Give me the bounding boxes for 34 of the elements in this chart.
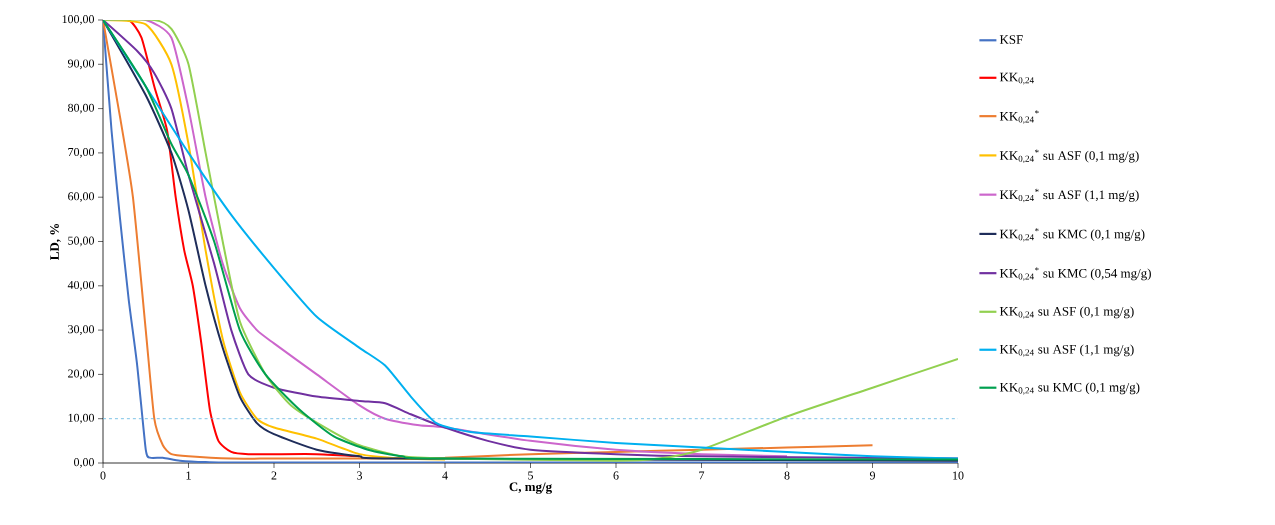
legend-label: KK$_{0,24}$ su ASF (1,1 mg/g): [999, 344, 1134, 357]
y-tick-label: 70,00: [68, 148, 95, 158]
legend-label: KK$_{0,24}$$^{*}$ su ASF (0,1 mg/g): [999, 149, 1139, 164]
y-tick-label: 20,00: [68, 369, 95, 380]
x-tick-label: 0: [100, 471, 106, 480]
y-axis-title: LD, %: [50, 224, 61, 260]
y-tick-label: 0,00: [74, 458, 95, 468]
y-tick-label: 90,00: [67, 59, 95, 70]
legend-label: KK$_{0,24}$$^{*}$ su ASF (1,1 mg/g): [999, 188, 1139, 203]
x-tick-label: 5: [528, 471, 534, 480]
x-axis-title: C, mg/g: [509, 482, 552, 494]
y-tick-label: 40,00: [67, 280, 95, 291]
x-tick-label: 9: [869, 471, 876, 480]
y-tick-label: 80,00: [68, 103, 95, 114]
legend-label: KK$_{0,24}$ su ASF (0,1 mg/g): [999, 306, 1134, 319]
legend-label: KK$_{0,24}$$^{*}$ su KMC (0,54 mg/g): [999, 267, 1151, 281]
x-tick-label: 2: [271, 471, 277, 480]
x-tick-label: 1: [186, 471, 191, 480]
x-tick-label: 4: [442, 471, 448, 480]
x-tick-label: 7: [699, 471, 705, 480]
x-tick-label: 3: [357, 471, 363, 480]
legend-label: KK$_{0,24}$: [999, 72, 1034, 85]
x-tick-label: 6: [613, 471, 619, 480]
x-tick-label: 10: [953, 471, 964, 480]
y-tick-label: 30,00: [68, 325, 95, 335]
y-tick-label: 100,00: [62, 15, 95, 25]
x-tick-label: 8: [784, 471, 790, 480]
legend-label: KK$_{0,24}$*: [999, 110, 1039, 124]
y-tick-label: 10,00: [68, 413, 95, 424]
legend-label: KK$_{0,24}$ su KMC (0,1 mg/g): [999, 382, 1140, 395]
y-tick-label: 50,00: [68, 236, 95, 247]
y-tick-label: 60,00: [68, 192, 95, 203]
legend-label: KK$_{0,24}$$^{*}$ su KMC (0,1 mg/g): [999, 228, 1145, 242]
legend-label: KSF: [999, 35, 1023, 44]
